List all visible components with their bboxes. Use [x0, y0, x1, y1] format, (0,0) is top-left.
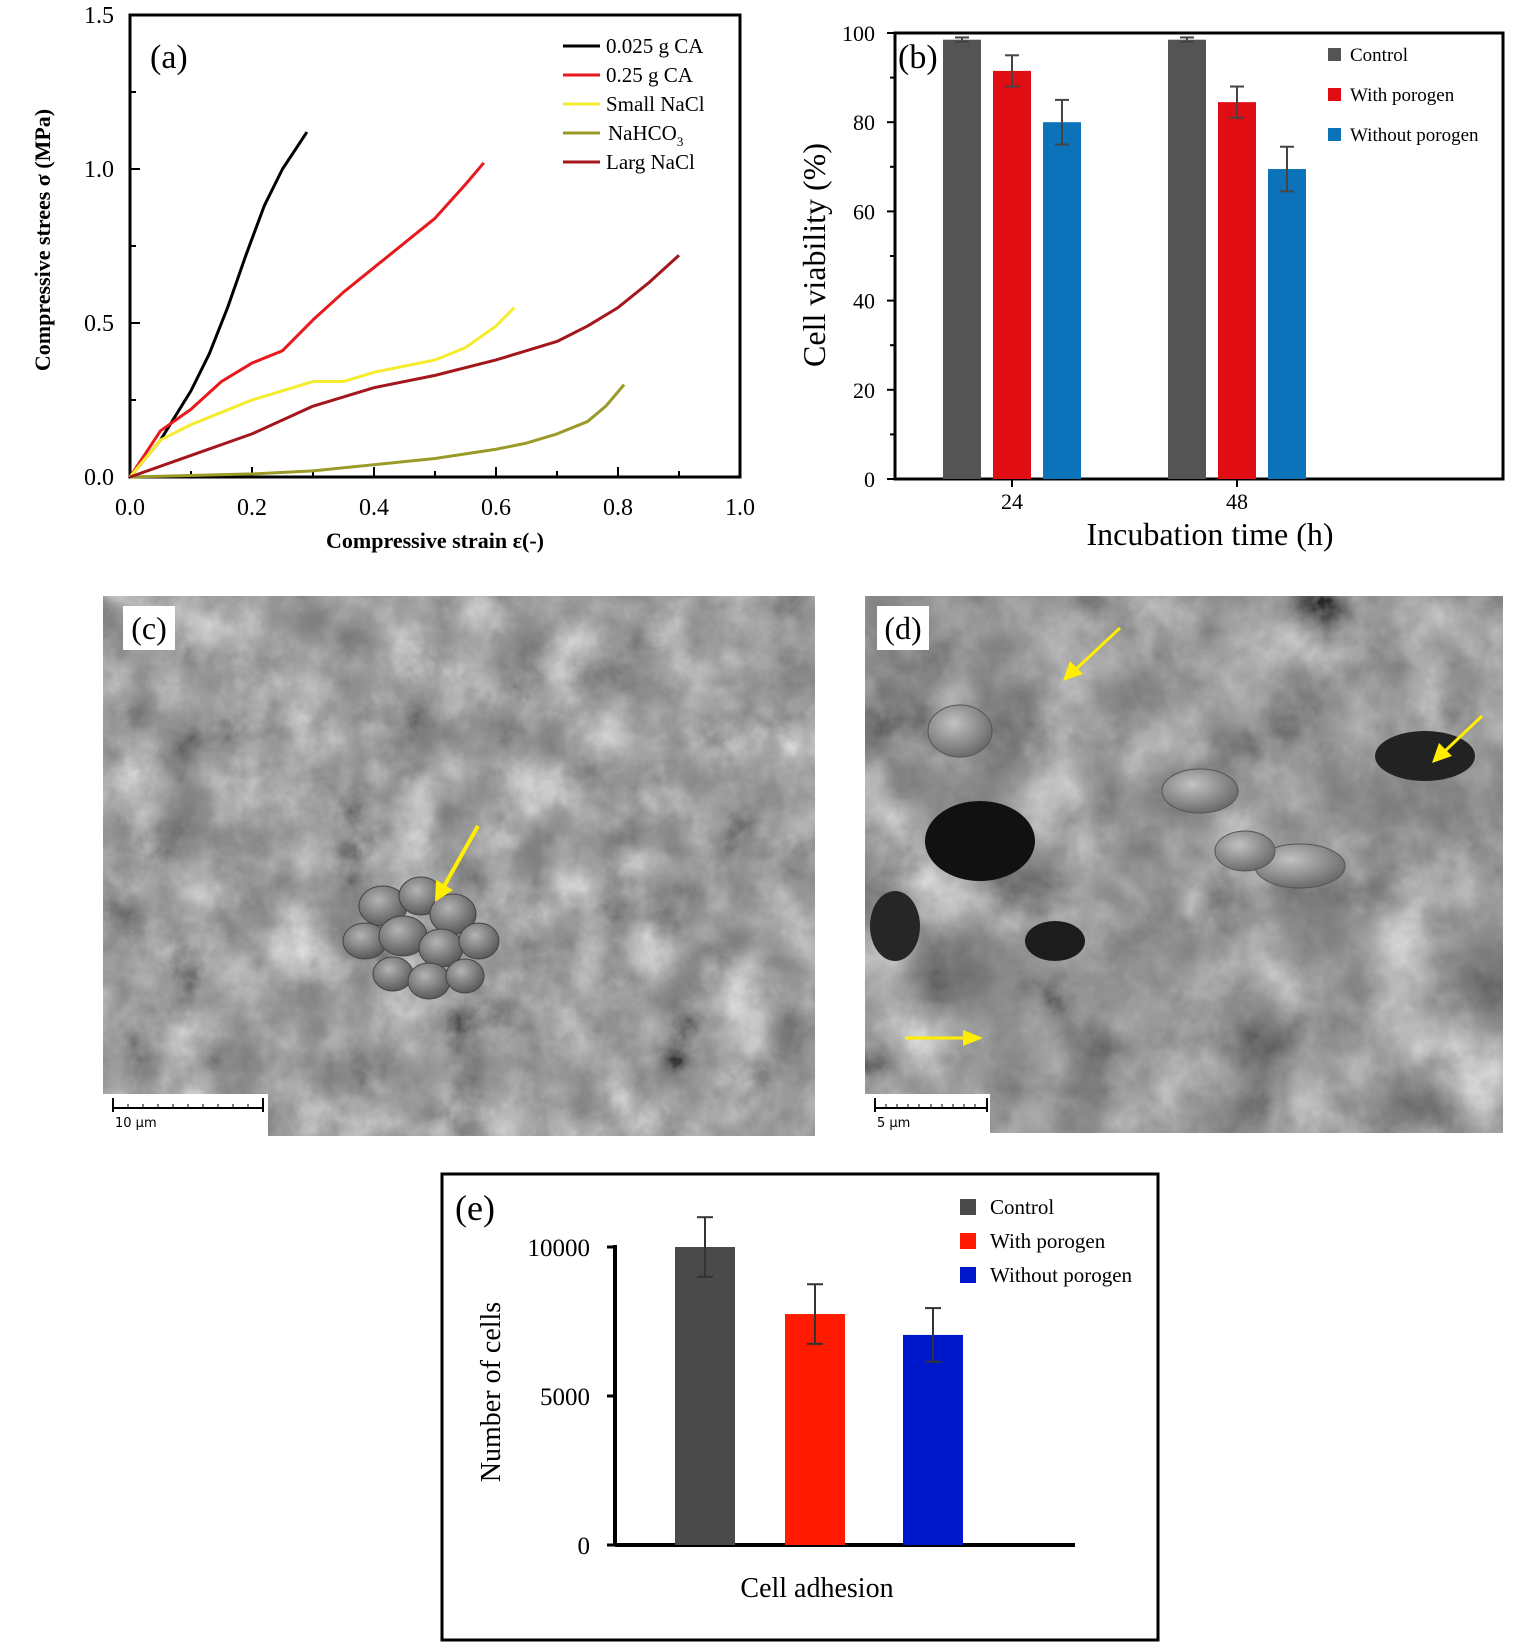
legend-swatch: [960, 1267, 976, 1283]
panel-a-label: (a): [150, 39, 188, 76]
x-axis-label: Compressive strain ε(-): [326, 528, 544, 553]
y-tick-label: 10000: [528, 1235, 591, 1262]
series-line: [129, 383, 626, 479]
bar: [1268, 169, 1306, 479]
x-tick-label: 1.0: [725, 495, 755, 521]
legend-label: With porogen: [1350, 85, 1455, 106]
legend-label: Control: [1350, 45, 1408, 66]
y-tick-label: 40: [853, 289, 875, 314]
legend-swatch: [1328, 48, 1341, 61]
y-tick-label: 0: [864, 467, 875, 492]
panel-d-label-box: [877, 606, 929, 650]
x-tick-label: 24: [1001, 489, 1023, 514]
yellow-arrow-icon: [435, 825, 480, 902]
yellow-arrow-icon: [905, 1030, 983, 1046]
panel-e-label: (e): [455, 1188, 495, 1228]
x-tick-label: 0.4: [359, 495, 389, 521]
x-tick-label: 0.8: [603, 495, 633, 521]
scale-bar-box: [865, 1094, 990, 1133]
legend-label: NaHCO3: [608, 121, 683, 149]
panel-c-label-box: [123, 606, 175, 650]
bar: [1168, 39, 1206, 479]
series-line: [128, 161, 485, 478]
legend-label: Control: [990, 1195, 1054, 1219]
panel-b-label: (b): [898, 39, 938, 76]
yellow-arrow-icon: [1432, 714, 1484, 763]
series-line: [128, 306, 516, 478]
legend-swatch: [1328, 88, 1341, 101]
y-tick-label: 60: [853, 199, 875, 224]
bar: [903, 1334, 963, 1545]
panel-e-chart: 0 5000 10000 (e) Control With porogen Withou…: [440, 1172, 1160, 1642]
legend-label: Small NaCl: [606, 92, 705, 116]
panel-b-chart: 0 20 40 60 80 100 24 48 (b) Control With porogen…: [796, 21, 1505, 552]
legend-swatch: [960, 1199, 976, 1215]
panel-a-chart: 0.0 0.2 0.4 0.6 0.8 1.0 0.0 0.5 1.0 1.5 (a) 0.025…: [30, 3, 755, 553]
bar: [1218, 102, 1256, 479]
y-axis-label: Compressive strees σ (MPa): [30, 109, 55, 371]
scale-bar-box: [103, 1094, 268, 1136]
y-axis-label: Cell viability (%): [796, 143, 832, 367]
legend-label: Larg NaCl: [606, 150, 695, 174]
panel-frame: [440, 1172, 1160, 1642]
scale-bar-label: 5 μm: [877, 1116, 910, 1131]
legend-label: 0.25 g CA: [606, 63, 694, 87]
yellow-arrow-icon: [1063, 626, 1122, 681]
legend-label: Without porogen: [1350, 125, 1479, 146]
legend-label: Without porogen: [990, 1263, 1133, 1287]
cells: [927, 704, 1346, 889]
y-tick-label: 0.0: [84, 465, 114, 491]
bar: [785, 1314, 845, 1545]
scale-bar-label: 10 μm: [115, 1116, 157, 1131]
panel-d-sem-image: (d) 5 μm: [865, 596, 1503, 1133]
bar: [993, 70, 1031, 479]
scale-bar: [874, 1098, 988, 1112]
panel-c-sem-image: (c) 10 μm: [103, 596, 815, 1136]
x-axis-label: Cell adhesion: [740, 1573, 893, 1604]
legend-label: With porogen: [990, 1229, 1106, 1253]
y-tick-label: 80: [853, 110, 875, 135]
y-tick-label: 0.5: [84, 311, 114, 337]
x-axis-label: Incubation time (h): [1086, 516, 1333, 552]
legend-swatch: [960, 1233, 976, 1249]
y-tick-label: 0: [578, 1533, 591, 1560]
x-tick-label: 0.0: [115, 495, 145, 521]
y-tick-label: 100: [842, 21, 875, 46]
cell-cluster: [342, 876, 500, 1000]
y-tick-label: 20: [853, 378, 875, 403]
bar: [943, 39, 981, 479]
y-axis-label: Number of cells: [476, 1302, 507, 1482]
x-tick-label: 48: [1226, 489, 1248, 514]
x-tick-label: 0.6: [481, 495, 511, 521]
pores: [870, 731, 1475, 961]
y-tick-label: 5000: [540, 1384, 590, 1411]
legend-label: 0.025 g CA: [606, 34, 704, 58]
legend-swatch: [1328, 128, 1341, 141]
scale-bar: [112, 1098, 264, 1112]
x-tick-label: 0.2: [237, 495, 267, 521]
y-tick-label: 1.0: [84, 157, 114, 183]
y-tick-label: 1.5: [84, 3, 114, 29]
series-line: [129, 254, 681, 479]
bar: [1043, 122, 1081, 479]
panel-d-label: (d): [884, 610, 921, 646]
bar: [675, 1247, 735, 1545]
series-line: [128, 131, 309, 478]
panel-c-label: (c): [131, 610, 167, 646]
